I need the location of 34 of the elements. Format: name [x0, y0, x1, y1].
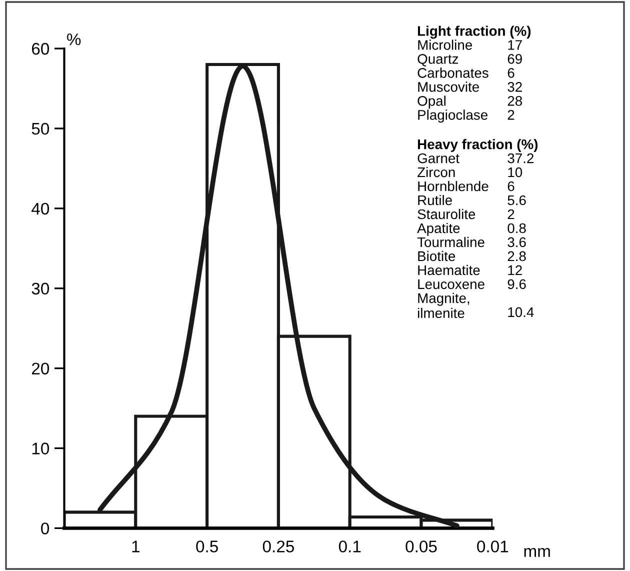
y-tick-label: 30: [32, 282, 50, 295]
text: Apatite 0.8: [417, 222, 526, 236]
text: Zircon 10: [418, 166, 522, 178]
x-axis-title: mm: [524, 548, 550, 557]
text: 0.5: [196, 540, 218, 552]
text: Carbonates 6: [418, 68, 514, 78]
y-tick-label: 10: [32, 442, 50, 454]
text: 0.01: [477, 540, 508, 552]
y-tick-label: 20: [32, 362, 50, 374]
text: Tourmaline 3.6: [417, 236, 526, 248]
text: Magnite, ilmenite 10.4: [418, 292, 534, 318]
y-tick-label: 60: [32, 42, 50, 55]
y-tick-label: 40: [32, 202, 50, 215]
y-axis-title: %: [66, 34, 81, 46]
text: Rutile 5.6: [418, 194, 526, 206]
text: Haematite 12: [418, 264, 522, 276]
text: Opal 28: [418, 96, 522, 109]
text: Garnet 37.2: [418, 153, 534, 164]
text: Staurolite 2: [418, 208, 514, 220]
text: Quartz 69: [418, 54, 522, 66]
y-tick-label: 50: [32, 122, 50, 135]
annotation: Heavy fraction (%): [418, 139, 538, 152]
text: Hornblende 6: [418, 180, 514, 192]
text: Plagioclase 2: [418, 110, 514, 123]
text: 0.25: [262, 540, 294, 552]
text: Biotite 2.8: [418, 250, 526, 262]
text: Muscovite 32: [418, 82, 522, 92]
text: Light fraction (%): [418, 26, 531, 39]
text: 0.1: [338, 540, 361, 552]
text: Leucoxene 9.6: [418, 279, 526, 290]
text: 0.05: [406, 540, 437, 552]
text: Microline 17: [418, 40, 522, 50]
text: 1: [132, 540, 140, 552]
y-tick-label: 0: [41, 522, 50, 534]
